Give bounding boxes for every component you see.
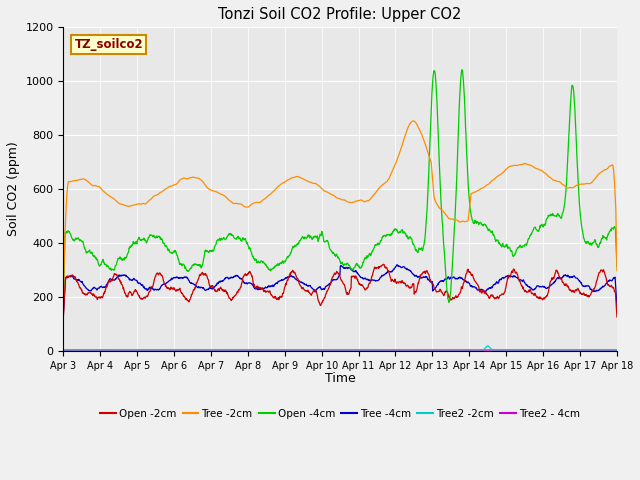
X-axis label: Time: Time xyxy=(324,372,355,385)
Y-axis label: Soil CO2 (ppm): Soil CO2 (ppm) xyxy=(7,142,20,237)
Title: Tonzi Soil CO2 Profile: Upper CO2: Tonzi Soil CO2 Profile: Upper CO2 xyxy=(218,7,462,22)
Text: TZ_soilco2: TZ_soilco2 xyxy=(74,38,143,51)
Legend: Open -2cm, Tree -2cm, Open -4cm, Tree -4cm, Tree2 -2cm, Tree2 - 4cm: Open -2cm, Tree -2cm, Open -4cm, Tree -4… xyxy=(96,405,584,423)
